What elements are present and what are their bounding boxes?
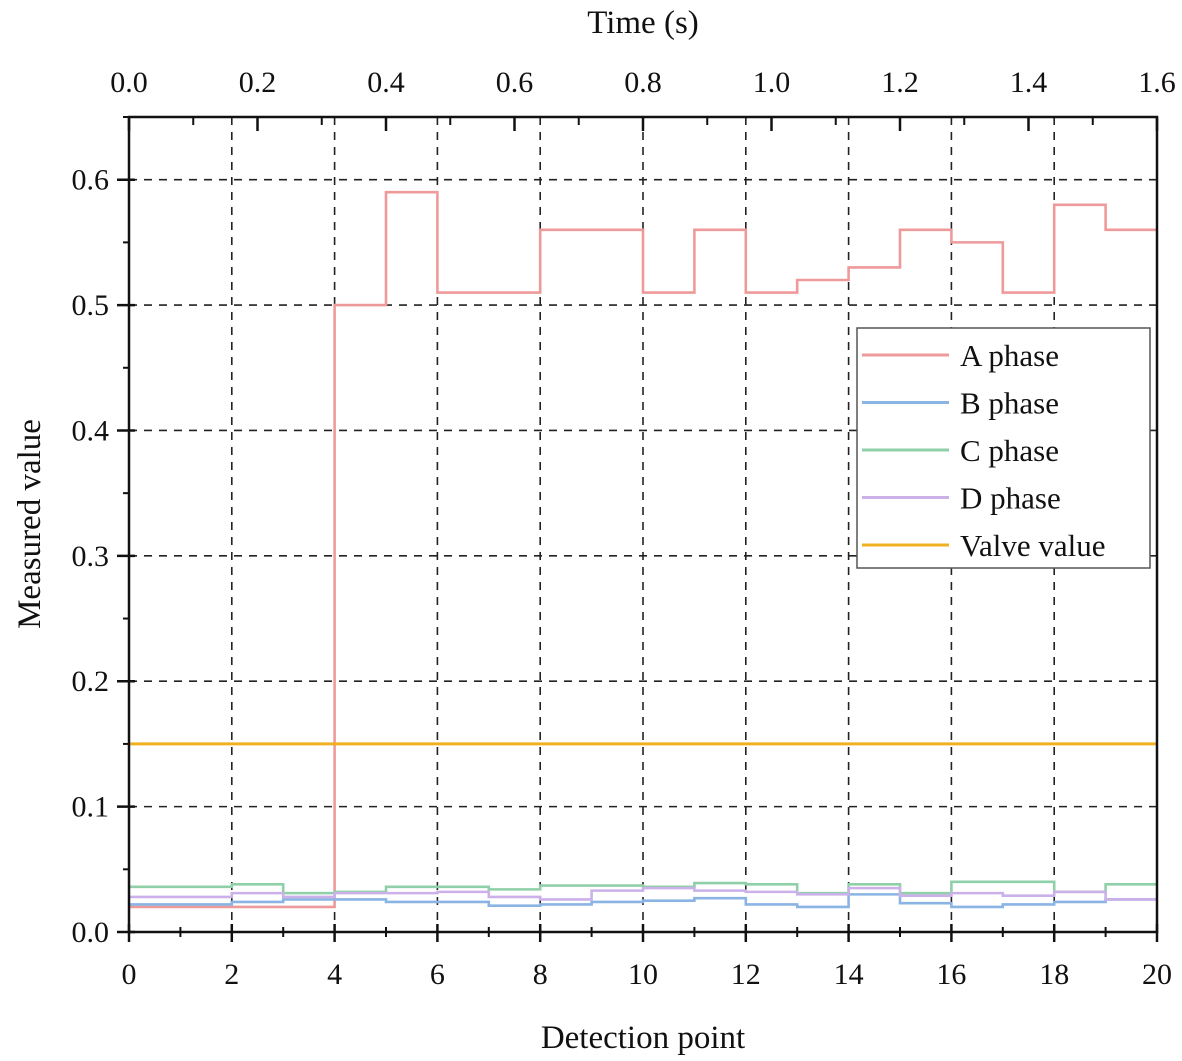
series-line-b-phase <box>129 893 1157 909</box>
x2-tick-label: 1.4 <box>1010 66 1048 99</box>
x2-axis-title: Time (s) <box>587 5 699 41</box>
x2-tick-label: 1.6 <box>1138 66 1176 99</box>
x-axis-title: Detection point <box>541 1020 745 1056</box>
x-tick-label: 14 <box>834 958 864 991</box>
y-tick-label: 0.6 <box>72 164 110 197</box>
axes: 0 2 4 6 8 10 12 14 16 18 20 0.0 0.2 0.4 0.6 0.8 1.0 1.2 1.… <box>72 66 1176 991</box>
legend-label: Valve value <box>960 528 1105 563</box>
series-lines <box>129 190 1157 909</box>
x-tick-label: 6 <box>430 958 445 991</box>
y-tick-label: 0.0 <box>72 916 110 949</box>
x2-tick-label: 0.2 <box>239 66 277 99</box>
x2-tick-label: 1.2 <box>881 66 919 99</box>
series-line-d-phase <box>129 886 1157 901</box>
series-line-a-phase <box>129 190 1157 909</box>
y-tick-label: 0.5 <box>72 289 110 322</box>
x-tick-label: 10 <box>628 958 658 991</box>
legend-label: C phase <box>960 433 1059 468</box>
x-tick-label: 12 <box>731 958 761 991</box>
x2-tick-label: 0.0 <box>110 66 148 99</box>
y-tick-label: 0.4 <box>72 414 110 447</box>
x-tick-label: 2 <box>224 958 239 991</box>
x2-tick-label: 0.8 <box>624 66 662 99</box>
legend-box <box>856 327 1151 569</box>
x-tick-label: 0 <box>122 958 137 991</box>
legend-label: B phase <box>960 386 1059 421</box>
legend-label: D phase <box>960 481 1061 516</box>
x-tick-label: 8 <box>533 958 548 991</box>
x2-tick-label: 0.4 <box>367 66 405 99</box>
x-tick-label: 16 <box>936 958 966 991</box>
y-tick-label: 0.3 <box>72 540 110 573</box>
legend-label: A phase <box>960 338 1059 373</box>
x2-tick-label: 1.0 <box>753 66 791 99</box>
legend: A phase B phase C phase D phase Valve value <box>856 327 1151 569</box>
y-tick-label: 0.1 <box>72 791 110 824</box>
x-tick-label: 18 <box>1039 958 1069 991</box>
x-tick-label: 20 <box>1142 958 1172 991</box>
x2-tick-label: 0.6 <box>496 66 534 99</box>
y-tick-label: 0.2 <box>72 665 110 698</box>
y-axis-title: Measured value <box>12 419 48 629</box>
x-tick-label: 4 <box>327 958 342 991</box>
